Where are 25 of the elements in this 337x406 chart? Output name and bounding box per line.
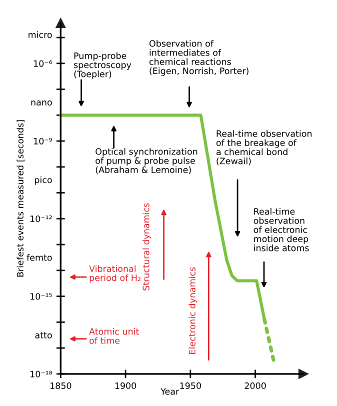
- y-axis-title: Briefest events measured [seconds]: [16, 120, 24, 277]
- y-tick-label: femto: [26, 254, 52, 261]
- annotation: Vibrational period of H₂: [89, 265, 140, 283]
- y-tick-label: micro: [28, 31, 52, 38]
- y-tick-label: 10⁻⁹: [34, 138, 52, 144]
- annotation: Pump-probe spectroscopy (Toepler): [74, 52, 132, 79]
- annotation: Observation of intermediates of chemical reactions (Eigen, Norrish, Porter): [149, 40, 248, 76]
- annotation: Real-time observation of the breakage of a chemical bond (Zewail): [216, 130, 312, 166]
- y-tick-label: 10⁻¹²: [30, 216, 52, 222]
- x-tick-label: 1900: [115, 382, 136, 390]
- y-tick-label: 10⁻⁶: [34, 60, 52, 67]
- annotation: Real-time observation of electronic motion deep inside atoms: [254, 208, 309, 252]
- annotation: Optical synchronization of pump & probe pulse (Abraham & Lemoine): [96, 148, 198, 174]
- annotation: Atomic unit of time: [89, 328, 139, 344]
- x-tick-label: 1850: [50, 382, 72, 390]
- y-tick-label: pico: [34, 176, 52, 185]
- y-tick-label: nano: [31, 100, 52, 106]
- y-tick-label: 10⁻¹⁸: [30, 370, 52, 378]
- x-tick-label: 2000: [244, 382, 266, 390]
- y-tick-label: atto: [35, 332, 52, 338]
- x-axis-title: Year: [160, 388, 180, 395]
- y-tick-label: 10⁻¹⁵: [30, 293, 52, 300]
- annotation: Structural dynamics: [142, 203, 152, 290]
- x-tick-label: 1950: [180, 382, 201, 390]
- annotation: Electronic dynamics: [188, 267, 198, 354]
